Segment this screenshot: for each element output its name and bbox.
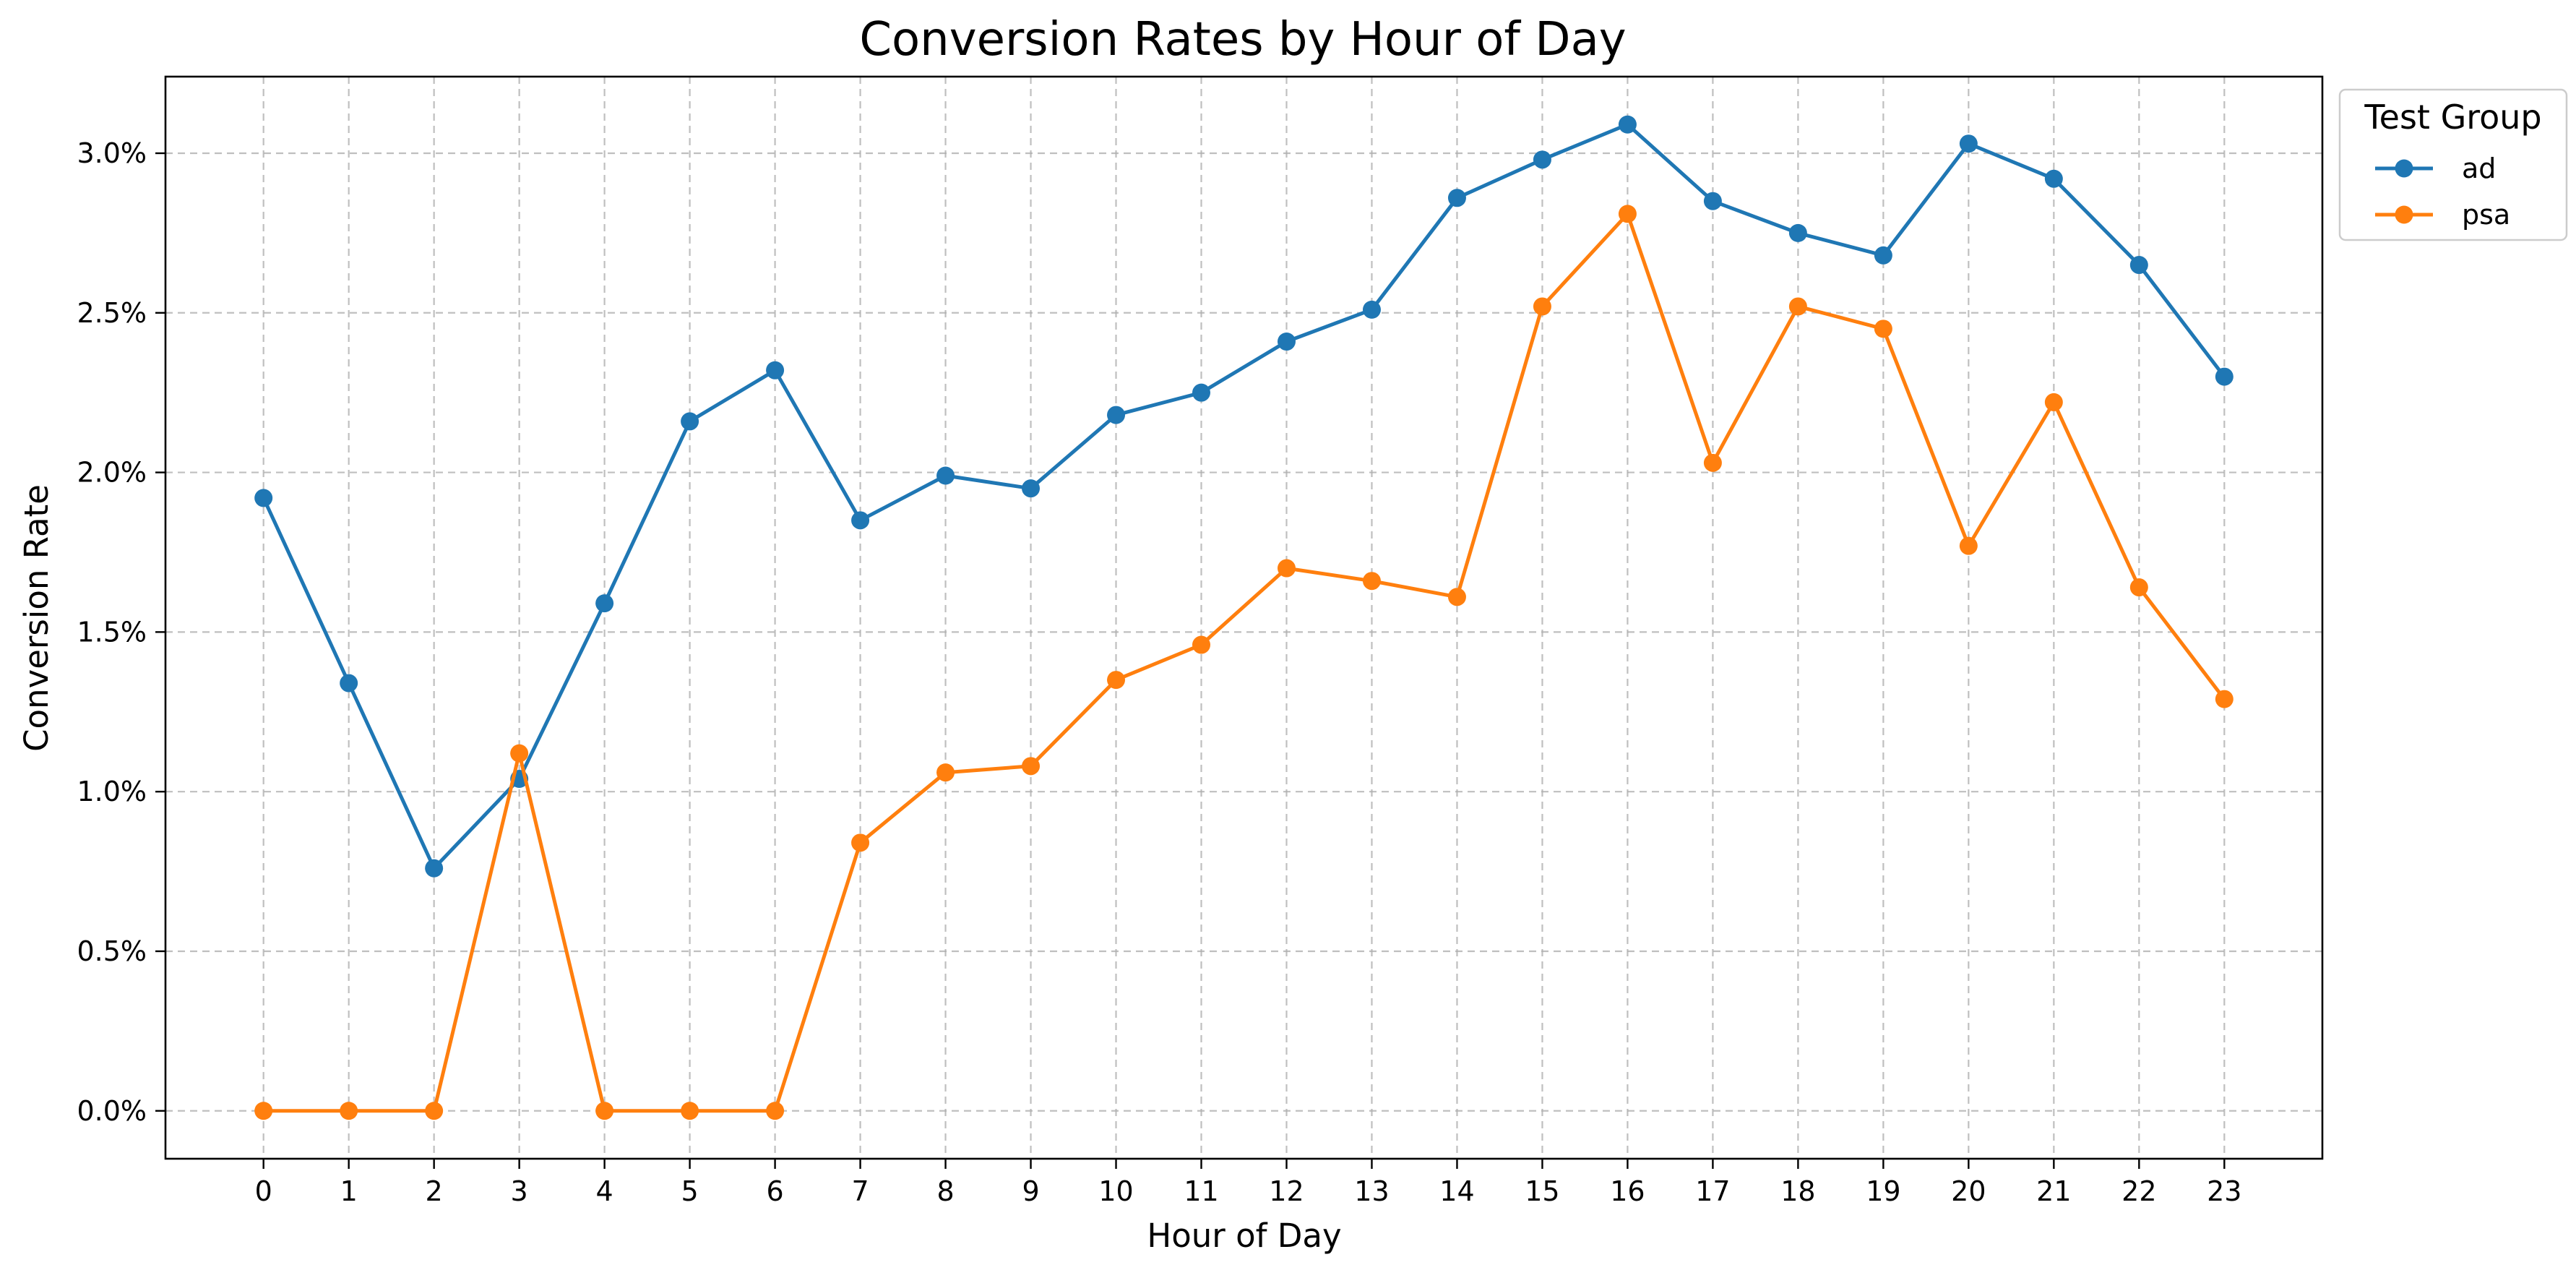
data-point-ad — [1788, 223, 1807, 242]
y-tick-label: 3.0% — [77, 137, 147, 169]
data-point-ad — [1618, 115, 1637, 134]
x-tick-label: 16 — [1610, 1175, 1645, 1207]
data-point-ad — [1959, 134, 1978, 153]
data-point-psa — [851, 833, 870, 852]
legend-label-psa: psa — [2462, 199, 2510, 231]
axis-ticks: 0 1 2 3 4 5 6 7 8 9 10 11 12 13 14 15 16 17 18 19 20 21 22 230.… — [77, 137, 2241, 1207]
data-point-ad — [1533, 150, 1551, 169]
x-tick-label: 12 — [1269, 1175, 1304, 1207]
grid-lines — [165, 77, 2322, 1159]
data-point-psa — [425, 1102, 444, 1120]
data-point-psa — [510, 744, 529, 763]
y-tick-label: 0.5% — [77, 935, 147, 967]
x-tick-label: 1 — [340, 1175, 358, 1207]
legend-label-ad: ad — [2462, 153, 2496, 184]
series-layer — [254, 115, 2233, 1120]
data-point-psa — [1788, 297, 1807, 316]
y-tick-label: 2.0% — [77, 457, 147, 489]
data-point-ad — [595, 594, 614, 613]
data-point-ad — [766, 361, 785, 379]
data-point-psa — [2129, 578, 2148, 597]
x-tick-label: 14 — [1439, 1175, 1474, 1207]
legend-box — [2338, 88, 2568, 241]
series-line-psa — [263, 212, 2226, 1113]
legend-marker-ad — [2395, 159, 2413, 178]
x-tick-label: 17 — [1695, 1175, 1730, 1207]
data-point-psa — [1959, 536, 1978, 555]
data-point-psa — [936, 763, 955, 782]
plot-frame — [164, 75, 2324, 1160]
y-axis-label: Conversion Rate — [17, 484, 56, 752]
data-point-ad — [1107, 406, 1126, 424]
legend-entries: ad psa — [2375, 153, 2510, 231]
data-point-ad — [681, 412, 699, 431]
data-point-ad — [1192, 383, 1211, 402]
x-tick-label: 2 — [426, 1175, 443, 1207]
data-point-psa — [1447, 588, 1466, 606]
y-tick-label: 1.5% — [77, 616, 147, 648]
x-axis-label: Hour of Day — [1147, 1217, 1341, 1255]
series-line-ad — [262, 122, 2226, 870]
x-tick-label: 8 — [936, 1175, 954, 1207]
x-tick-label: 0 — [255, 1175, 272, 1207]
data-point-psa — [2215, 690, 2233, 708]
data-point-psa — [1533, 297, 1551, 316]
x-tick-label: 3 — [511, 1175, 528, 1207]
x-tick-label: 18 — [1780, 1175, 1815, 1207]
data-point-psa — [1192, 635, 1211, 654]
data-point-psa — [1022, 757, 1041, 776]
y-tick-label: 0.0% — [77, 1095, 147, 1127]
x-tick-label: 13 — [1354, 1175, 1389, 1207]
data-point-psa — [595, 1102, 614, 1120]
data-point-psa — [1703, 453, 1722, 472]
data-point-ad — [2044, 169, 2063, 188]
legend-marker-psa — [2395, 205, 2413, 224]
x-tick-label: 5 — [681, 1175, 699, 1207]
data-point-psa — [1874, 320, 1892, 338]
data-point-ad — [851, 511, 870, 530]
data-point-psa — [254, 1102, 273, 1120]
data-point-ad — [425, 859, 444, 878]
data-point-ad — [1447, 189, 1466, 207]
x-tick-label: 22 — [2121, 1175, 2156, 1207]
data-point-ad — [340, 674, 358, 692]
data-point-psa — [1107, 671, 1126, 690]
x-tick-label: 7 — [851, 1175, 869, 1207]
x-tick-label: 9 — [1022, 1175, 1039, 1207]
y-tick-label: 1.0% — [77, 776, 147, 807]
x-tick-label: 23 — [2207, 1175, 2241, 1207]
data-point-ad — [1874, 246, 1892, 265]
data-point-psa — [1618, 205, 1637, 223]
data-point-ad — [254, 489, 273, 507]
data-point-ad — [2129, 256, 2148, 275]
x-tick-label: 4 — [596, 1175, 613, 1207]
x-tick-label: 10 — [1098, 1175, 1133, 1207]
legend-title: Test Group — [2364, 98, 2541, 137]
data-point-psa — [340, 1102, 358, 1120]
data-point-ad — [936, 466, 955, 485]
data-point-ad — [1022, 479, 1041, 498]
x-tick-label: 15 — [1525, 1175, 1559, 1207]
data-point-psa — [1277, 559, 1296, 578]
x-tick-label: 20 — [1951, 1175, 1986, 1207]
data-point-psa — [1362, 572, 1381, 591]
data-point-ad — [1277, 333, 1296, 351]
data-point-psa — [766, 1102, 785, 1120]
x-tick-label: 11 — [1184, 1175, 1218, 1207]
legend: Test Group ad psa — [2338, 88, 2568, 241]
data-point-ad — [1703, 192, 1722, 210]
data-point-ad — [1362, 300, 1381, 319]
data-point-psa — [2044, 393, 2063, 411]
x-tick-label: 6 — [766, 1175, 783, 1207]
chart-title: Conversion Rates by Hour of Day — [859, 13, 1626, 67]
data-point-ad — [2215, 367, 2233, 386]
x-tick-label: 21 — [2036, 1175, 2071, 1207]
x-tick-label: 19 — [1866, 1175, 1900, 1207]
data-point-psa — [681, 1102, 699, 1120]
y-tick-label: 2.5% — [77, 297, 147, 329]
